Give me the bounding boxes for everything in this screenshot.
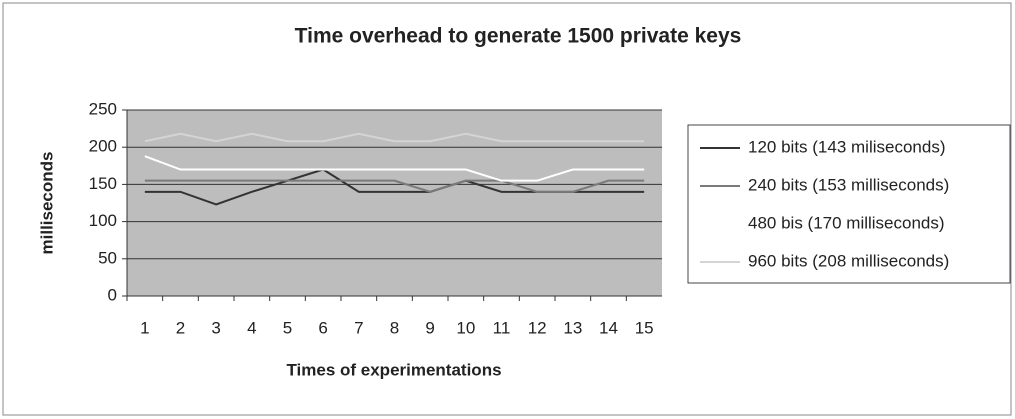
- x-tick-label: 5: [283, 318, 292, 337]
- plot-area: [127, 110, 662, 296]
- x-tick-label: 9: [425, 318, 434, 337]
- legend-label: 480 bis (170 milliseconds): [748, 213, 945, 232]
- x-tick-label: 8: [390, 318, 399, 337]
- chart-title: Time overhead to generate 1500 private k…: [295, 25, 742, 48]
- x-tick-label: 11: [493, 318, 511, 337]
- x-tick-label: 1: [140, 318, 149, 337]
- series-line: [144, 155, 645, 182]
- legend-label: 960 bits (208 milliseconds): [748, 251, 949, 270]
- legend-label: 240 bits (153 milliseconds): [748, 175, 949, 194]
- x-axis-label: Times of experimentations: [286, 360, 501, 379]
- x-tick-label: 13: [563, 318, 582, 337]
- x-tick-label: 12: [528, 318, 547, 337]
- x-tick-label: 3: [211, 318, 220, 337]
- x-tick-label: 4: [247, 318, 256, 337]
- y-tick-label: 50: [98, 248, 117, 267]
- series-line: [144, 179, 645, 193]
- x-tick-label: 14: [599, 318, 618, 337]
- series-line: [144, 132, 645, 143]
- y-tick-label: 200: [89, 137, 117, 156]
- legend: [687, 124, 1011, 284]
- y-axis-label: milliseconds: [37, 152, 56, 255]
- x-tick-label: 6: [318, 318, 327, 337]
- y-tick-label: 250: [89, 99, 117, 118]
- x-tick-label: 7: [354, 318, 363, 337]
- legend-label: 120 bits (143 miliseconds): [748, 137, 945, 156]
- x-tick-label: 10: [456, 318, 475, 337]
- y-tick-label: 150: [89, 174, 117, 193]
- x-tick-label: 15: [635, 318, 654, 337]
- y-tick-label: 100: [89, 211, 117, 230]
- y-tick-label: 0: [108, 285, 117, 304]
- x-tick-label: 2: [176, 318, 185, 337]
